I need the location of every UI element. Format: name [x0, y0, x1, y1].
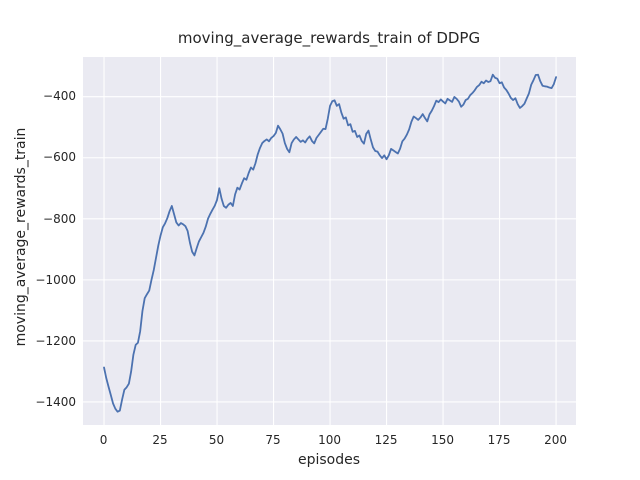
x-tick-label: 125 — [374, 433, 398, 447]
x-tick-label: 0 — [99, 433, 108, 447]
x-tick-label: 150 — [431, 433, 455, 447]
x-tick-label: 100 — [318, 433, 341, 447]
x-tick-label: 50 — [208, 433, 225, 447]
y-tick-label: −400 — [43, 89, 76, 104]
x-tick-label: 175 — [487, 433, 511, 447]
y-tick-label: −1400 — [35, 394, 76, 409]
y-tick-label: −1200 — [35, 333, 76, 348]
chart-title: moving_average_rewards_train of DDPG — [177, 29, 481, 47]
y-tick-label: −1000 — [35, 272, 76, 287]
x-tick-label: 200 — [544, 433, 568, 447]
x-tick-label: 75 — [265, 433, 281, 447]
plot-area — [82, 56, 576, 426]
x-axis-label: episodes — [297, 452, 361, 468]
reward-series-line — [102, 73, 557, 413]
y-tick-label: −600 — [43, 150, 76, 165]
x-tick-label: 25 — [152, 433, 168, 447]
line-chart-svg — [82, 56, 576, 426]
y-tick-label: −800 — [43, 211, 76, 226]
